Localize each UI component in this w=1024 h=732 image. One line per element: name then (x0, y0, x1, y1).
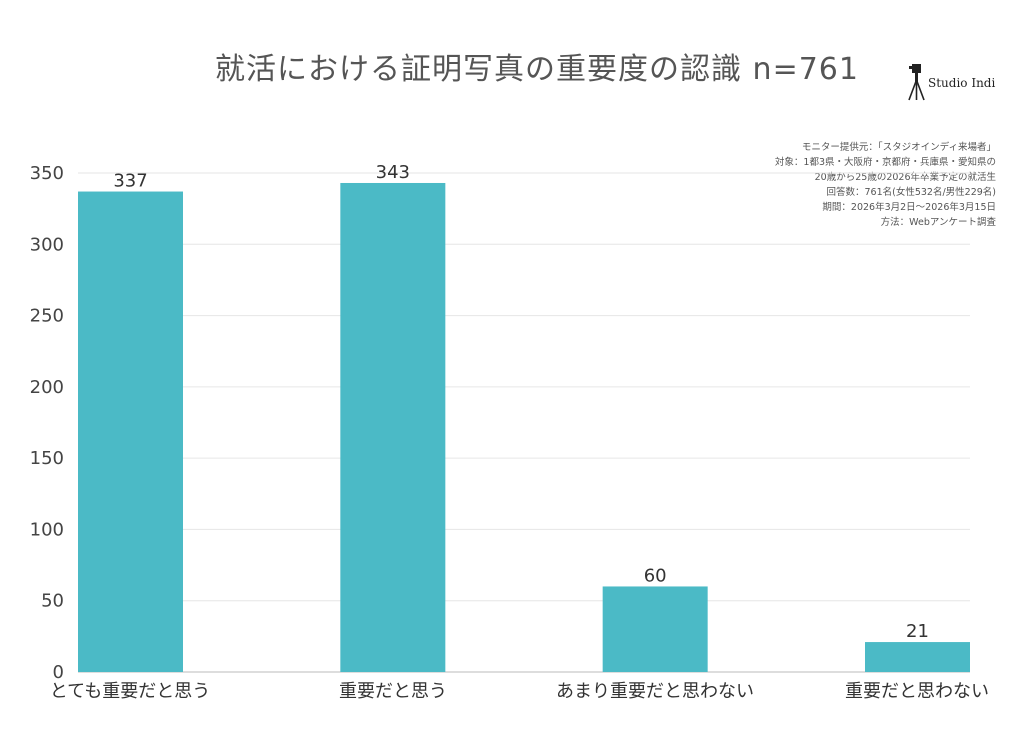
data-label: 21 (906, 621, 929, 642)
data-label: 60 (644, 565, 667, 586)
logo-text: Studio Indi (928, 76, 996, 90)
y-tick-label: 0 (53, 662, 64, 683)
y-tick-label: 300 (30, 234, 64, 255)
studio-logo: Studio Indi (906, 62, 1006, 102)
x-category-label: 重要だと思う (339, 681, 447, 702)
y-tick-label: 200 (30, 377, 64, 398)
note-line: 方法：Webアンケート調査 (880, 217, 996, 228)
note-line: 20歳から25歳の2026年卒業予定の就活生 (814, 172, 996, 183)
x-category-label: とても重要だと思う (50, 681, 211, 702)
y-tick-label: 150 (30, 448, 64, 469)
data-label: 337 (113, 171, 147, 192)
bar (865, 642, 970, 672)
x-category-label: 重要だと思わない (845, 681, 989, 702)
bar (78, 191, 183, 672)
note-line: 期間：2026年3月2日〜2026年3月15日 (822, 202, 996, 213)
note-line: 対象：1都3県・大阪府・京都府・兵庫県・愛知県の (774, 157, 996, 168)
bar (602, 586, 708, 672)
bar (340, 182, 446, 673)
camera-tripod-icon (908, 64, 925, 101)
survey-notes: モニター提供元：「スタジオインディ来場者」 対象：1都3県・大阪府・京都府・兵庫… (775, 140, 996, 230)
y-tick-label: 50 (41, 591, 64, 612)
note-line: モニター提供元：「スタジオインディ来場者」 (801, 142, 996, 153)
y-tick-label: 350 (30, 163, 64, 184)
chart-title: 就活における証明写真の重要度の認識 n=761 (215, 52, 859, 87)
y-tick-label: 250 (30, 306, 64, 327)
data-label: 343 (376, 162, 410, 183)
note-line: 回答数：761名(女性532名/男性229名) (826, 187, 996, 198)
y-tick-label: 100 (30, 519, 64, 540)
x-category-label: あまり重要だと思わない (556, 681, 754, 702)
